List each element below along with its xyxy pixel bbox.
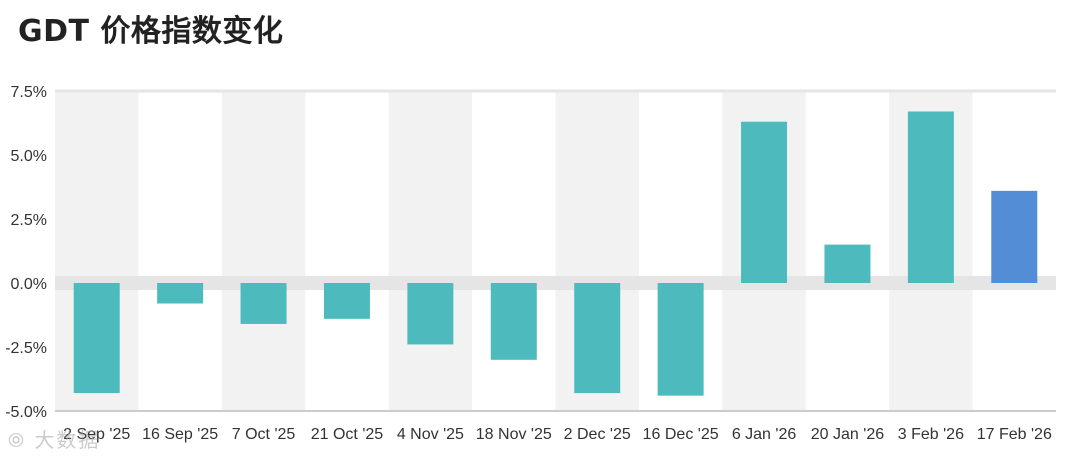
column-band: [221, 91, 306, 411]
y-tick-label: -5.0%: [5, 404, 47, 421]
x-category-label: 20 Jan '26: [811, 426, 884, 443]
y-tick-label: -2.5%: [5, 340, 47, 357]
bar-6[interactable]: [574, 283, 621, 394]
bar-11[interactable]: [991, 190, 1038, 283]
bar-5[interactable]: [490, 283, 537, 360]
x-category-label: 3 Feb '26: [898, 426, 964, 443]
x-category-label: 4 Nov '25: [397, 426, 464, 443]
chart-title: GDT 价格指数变化: [18, 14, 284, 49]
x-category-label: 16 Dec '25: [643, 426, 719, 443]
y-tick-label: 0.0%: [11, 276, 47, 293]
bar-10[interactable]: [907, 111, 954, 283]
x-category-label: 7 Oct '25: [232, 426, 296, 443]
x-category-label: 6 Jan '26: [732, 426, 797, 443]
bar-1[interactable]: [157, 283, 204, 304]
bar-7[interactable]: [657, 283, 704, 396]
bar-0[interactable]: [73, 283, 120, 394]
x-category-label: 17 Feb '26: [977, 426, 1052, 443]
bar-2[interactable]: [240, 283, 287, 324]
x-category-label: 21 Oct '25: [311, 426, 384, 443]
x-category-label: 16 Sep '25: [142, 426, 218, 443]
y-tick-label: 7.5%: [11, 84, 47, 101]
x-category-label: 2 Sep '25: [63, 426, 130, 443]
bar-8[interactable]: [741, 121, 788, 283]
y-tick-label: 5.0%: [11, 148, 47, 165]
x-category-label: 18 Nov '25: [476, 426, 552, 443]
zero-line: [55, 276, 1056, 290]
column-band: [388, 91, 473, 411]
bar-4[interactable]: [407, 283, 454, 345]
y-tick-label: 2.5%: [11, 212, 47, 229]
bar-3[interactable]: [323, 283, 370, 319]
bar-9[interactable]: [824, 244, 871, 283]
x-category-label: 2 Dec '25: [564, 426, 631, 443]
